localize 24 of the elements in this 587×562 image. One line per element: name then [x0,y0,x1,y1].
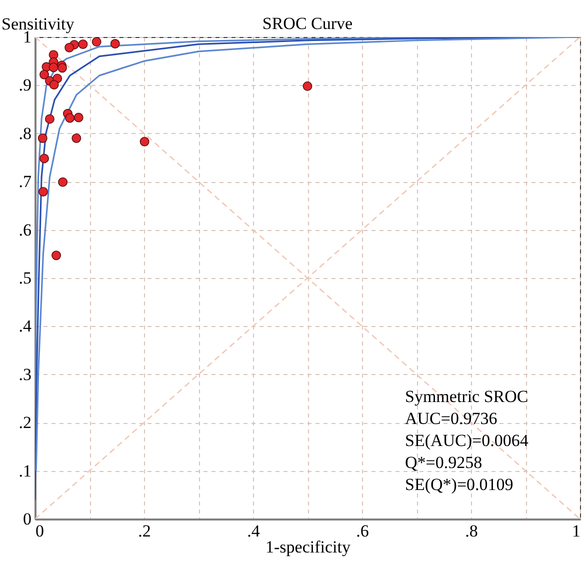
y-tick-label: .5 [18,268,32,288]
y-axis-title: Sensitivity [2,14,75,34]
y-tick-label: .1 [18,461,32,480]
annotation: AUC=0.9736 [405,409,498,428]
y-tick-label: .4 [18,316,32,336]
y-tick-label: .6 [18,220,32,240]
x-tick-label: 0 [36,522,44,540]
y-tick-label: .9 [18,76,32,95]
annotation: Q*=0.9258 [405,453,482,472]
x-axis-title: 1-specificity [266,538,351,556]
annotation: SE(AUC)=0.0064 [405,431,529,450]
y-tick-label: .7 [18,172,32,192]
x-tick-label: .4 [247,522,260,540]
annotation: Symmetric SROC [405,387,528,406]
x-tick-label: .8 [465,522,478,540]
y-tick-label: .8 [18,124,32,143]
x-tick-label: 1 [572,522,580,540]
x-tick-label: .2 [138,522,151,540]
chart-title: SROC Curve [262,14,353,33]
y-tick-label: .3 [18,364,32,384]
annotation: SE(Q*)=0.0109 [405,475,514,494]
x-tick-label: .6 [356,522,369,540]
y-tick-label: 0 [23,510,32,528]
y-tick-label: .2 [18,413,32,432]
